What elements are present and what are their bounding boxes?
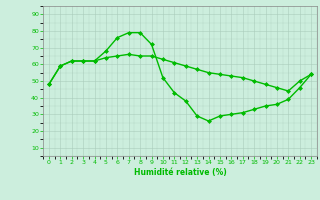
X-axis label: Humidité relative (%): Humidité relative (%) [134,168,226,177]
